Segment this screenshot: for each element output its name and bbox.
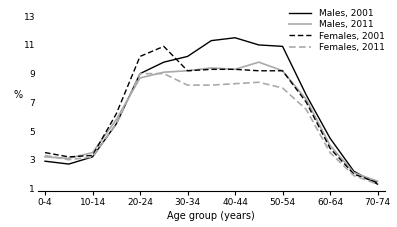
Legend: Males, 2001, Males, 2011, Females, 2001, Females, 2011: Males, 2001, Males, 2011, Females, 2001,… bbox=[285, 5, 388, 55]
Y-axis label: %: % bbox=[13, 90, 23, 100]
X-axis label: Age group (years): Age group (years) bbox=[168, 211, 255, 222]
